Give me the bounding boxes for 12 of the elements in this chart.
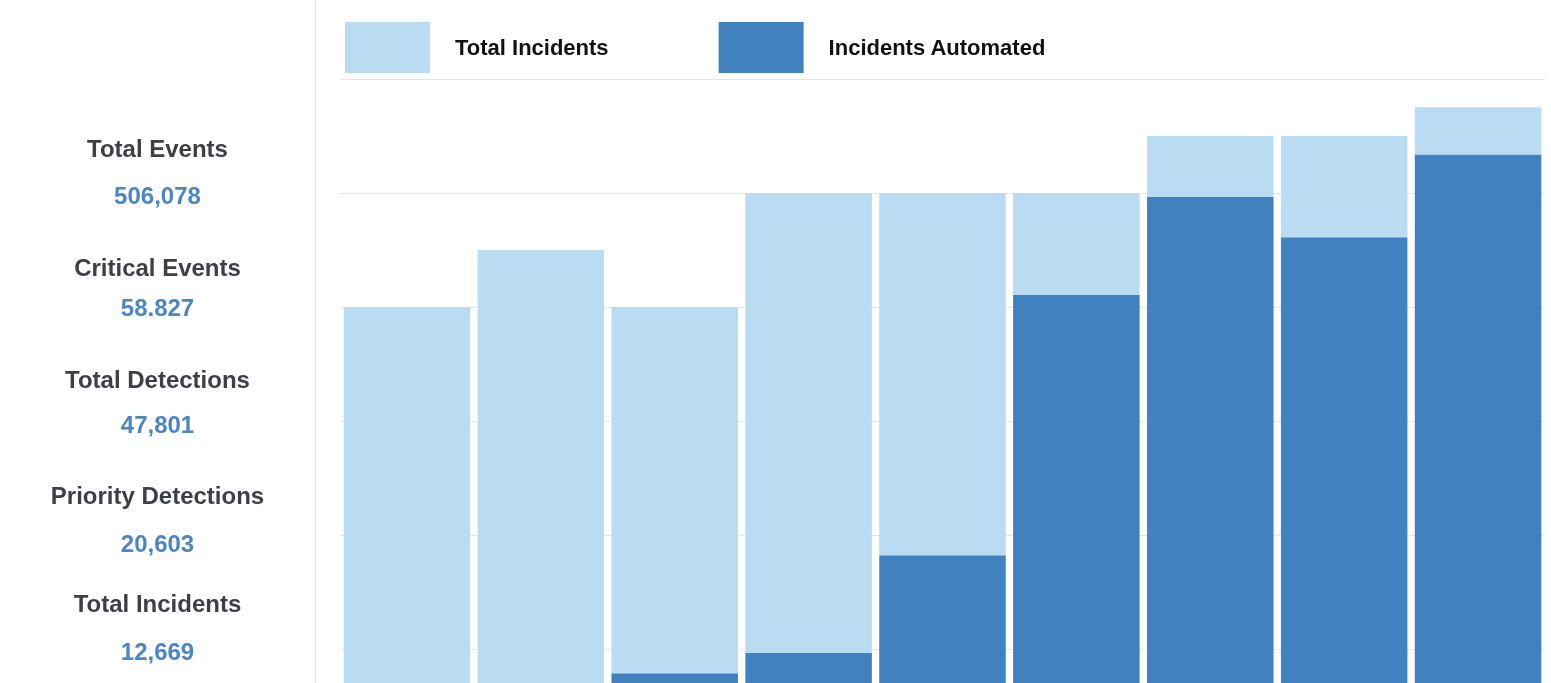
- legend-label: Total Incidents: [455, 35, 609, 60]
- legend-label: Incidents Automated: [828, 35, 1046, 60]
- text: Total Events: [86, 135, 229, 163]
- text: 47,801: [119, 411, 196, 439]
- text: 58.827: [119, 294, 196, 322]
- text: Priority Detections: [49, 482, 266, 510]
- text: Critical Events: [73, 254, 242, 282]
- text: 12,669: [119, 638, 196, 666]
- text: 20,603: [119, 530, 196, 558]
- text: 506,078: [113, 182, 202, 210]
- text: Total Detections: [64, 366, 251, 394]
- text: Total Incidents: [72, 590, 243, 618]
